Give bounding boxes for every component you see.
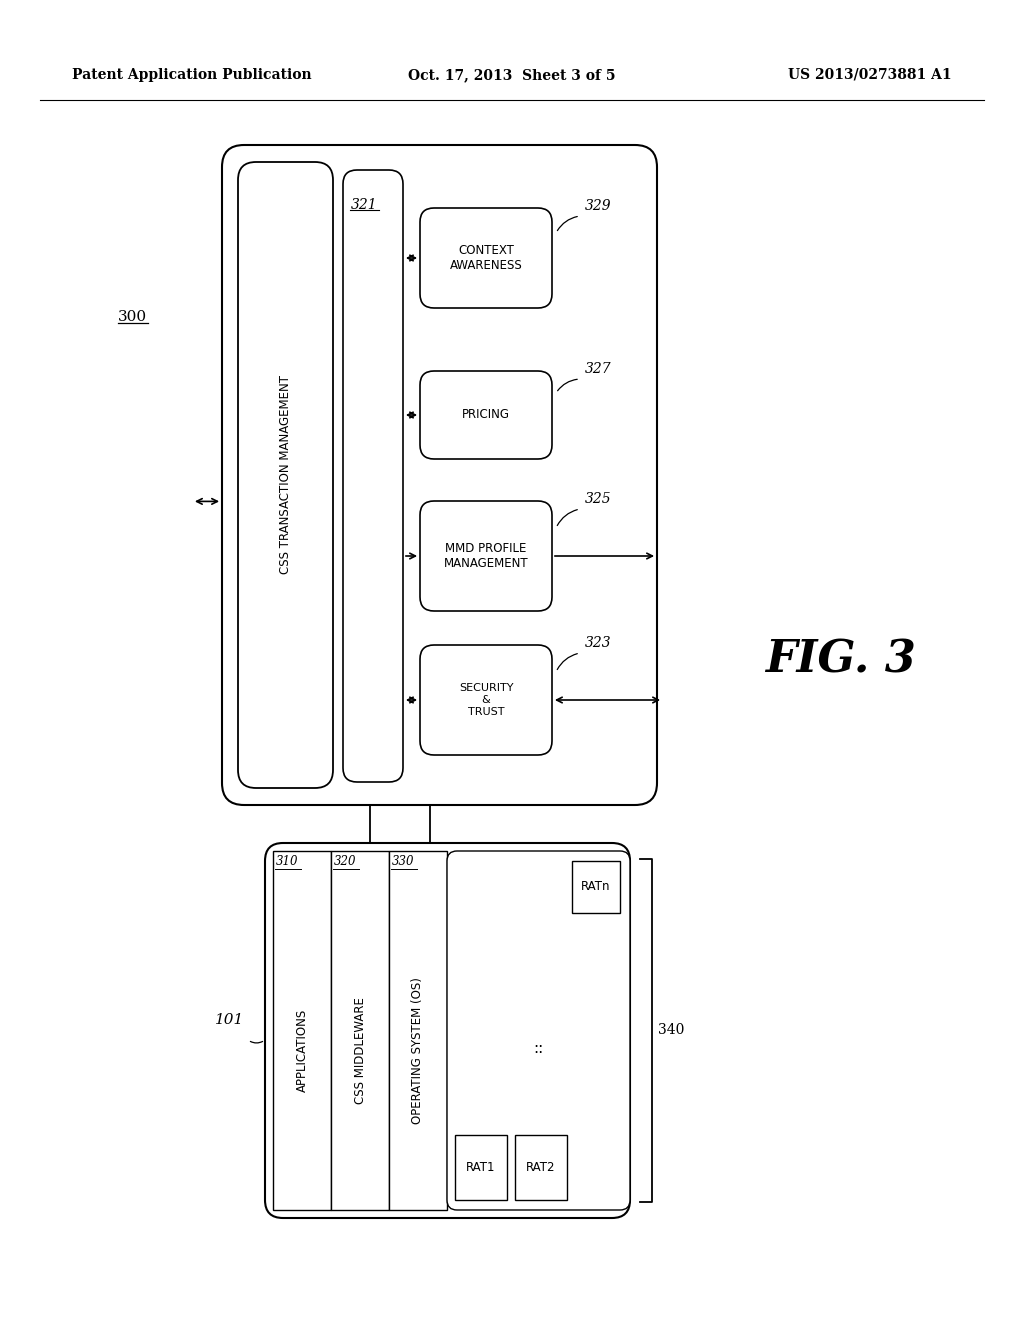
FancyBboxPatch shape — [222, 145, 657, 805]
Bar — [455, 1135, 507, 1200]
Text: RAT2: RAT2 — [526, 1162, 556, 1173]
FancyBboxPatch shape — [343, 170, 403, 781]
Text: Patent Application Publication: Patent Application Publication — [72, 69, 311, 82]
Text: CSS MIDDLEWARE: CSS MIDDLEWARE — [353, 997, 367, 1104]
Text: 330: 330 — [392, 855, 415, 869]
Bar — [572, 861, 620, 913]
Text: APPLICATIONS: APPLICATIONS — [296, 1008, 308, 1092]
Text: CSS TRANSACTION MANAGEMENT: CSS TRANSACTION MANAGEMENT — [279, 375, 292, 574]
FancyBboxPatch shape — [238, 162, 333, 788]
Text: Oct. 17, 2013  Sheet 3 of 5: Oct. 17, 2013 Sheet 3 of 5 — [409, 69, 615, 82]
FancyBboxPatch shape — [420, 209, 552, 308]
Text: 310: 310 — [276, 855, 299, 869]
Text: 101: 101 — [215, 1012, 245, 1027]
Text: CONTEXT
AWARENESS: CONTEXT AWARENESS — [450, 244, 522, 272]
Text: US 2013/0273881 A1: US 2013/0273881 A1 — [788, 69, 952, 82]
Text: 323: 323 — [585, 636, 611, 649]
Bar — [389, 851, 447, 1210]
Text: OPERATING SYSTEM (OS): OPERATING SYSTEM (OS) — [412, 977, 425, 1123]
Text: ::: :: — [534, 1041, 544, 1056]
Text: 321: 321 — [351, 198, 378, 213]
Text: RAT1: RAT1 — [466, 1162, 496, 1173]
Text: MMD PROFILE
MANAGEMENT: MMD PROFILE MANAGEMENT — [443, 543, 528, 570]
Text: 325: 325 — [585, 492, 611, 506]
FancyBboxPatch shape — [265, 843, 630, 1218]
FancyBboxPatch shape — [420, 502, 552, 611]
Bar — [331, 851, 389, 1210]
Text: FIG. 3: FIG. 3 — [765, 639, 915, 681]
Text: 300: 300 — [118, 310, 147, 323]
Text: 329: 329 — [585, 199, 611, 213]
FancyBboxPatch shape — [420, 645, 552, 755]
Text: 327: 327 — [585, 362, 611, 376]
Text: 340: 340 — [658, 1023, 684, 1038]
FancyBboxPatch shape — [420, 371, 552, 459]
Text: RATn: RATn — [582, 880, 610, 894]
Text: 320: 320 — [334, 855, 356, 869]
FancyBboxPatch shape — [447, 851, 630, 1210]
Bar — [273, 851, 331, 1210]
Text: SECURITY
&
TRUST: SECURITY & TRUST — [459, 684, 513, 717]
Bar — [515, 1135, 567, 1200]
Text: PRICING: PRICING — [462, 408, 510, 421]
